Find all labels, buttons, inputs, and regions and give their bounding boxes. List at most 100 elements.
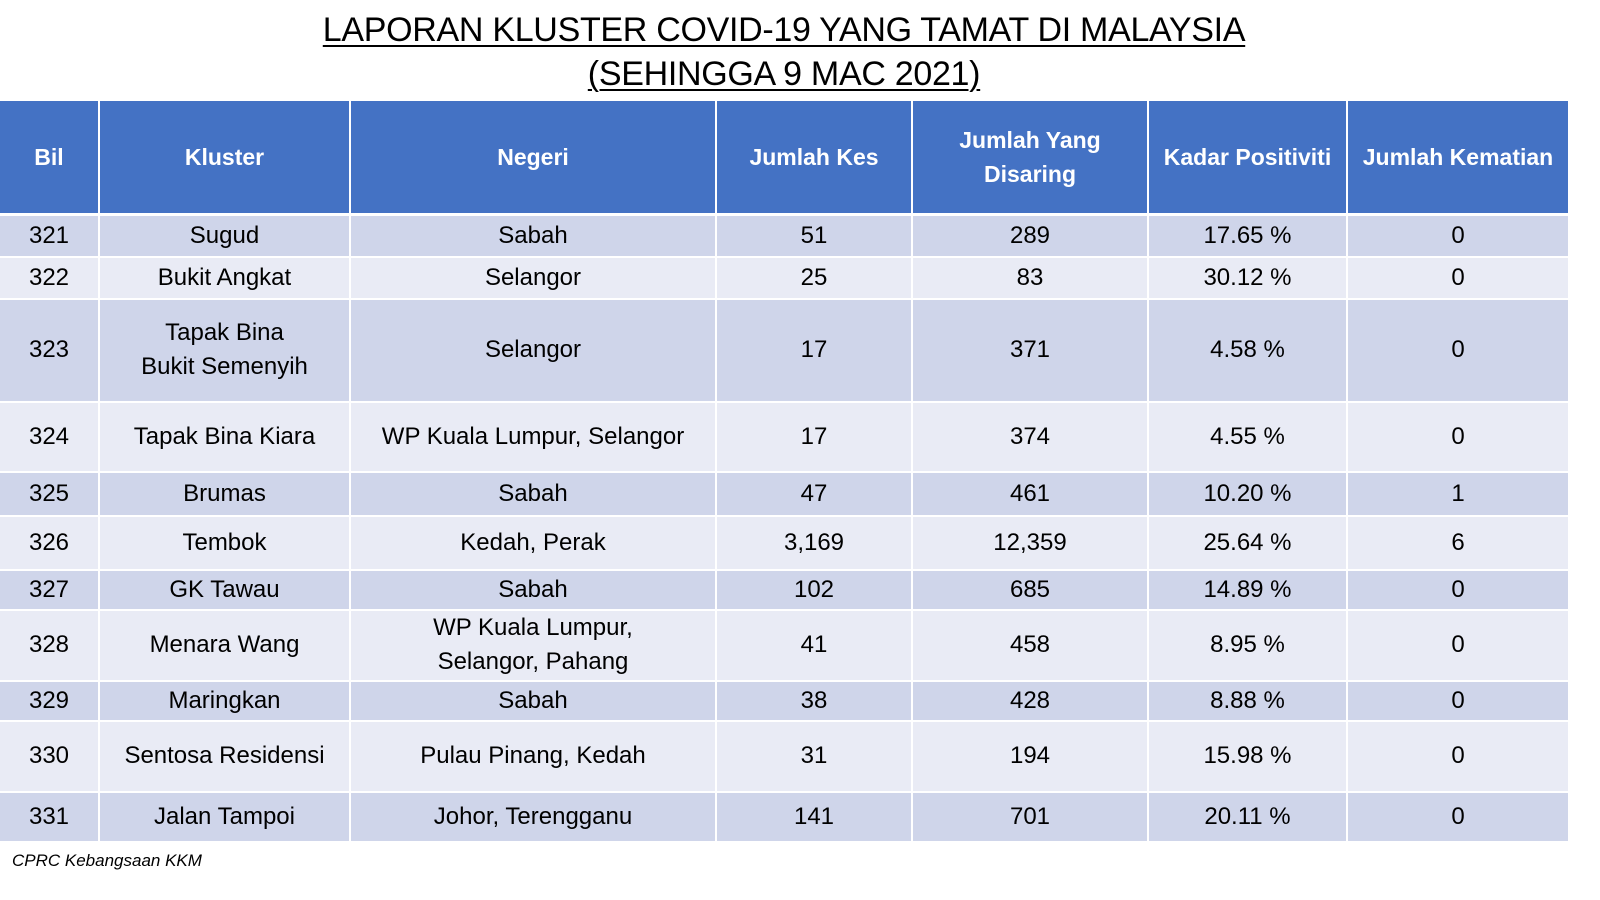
cell-kadar-positiviti: 4.58 % [1148,298,1348,403]
cell-kadar-positiviti: 14.89 % [1148,569,1348,611]
table-row: 330 Sentosa Residensi Pulau Pinang, Kedah 3… [0,720,1568,793]
cell-jumlah-kes: 3,169 [716,515,913,571]
cell-negeri: Sabah [350,569,717,611]
cell-kadar-positiviti: 20.11 % [1148,791,1348,843]
cell-negeri-line1: Selangor [484,263,582,291]
header-bil: Bil [0,101,100,216]
cell-jumlah-disaring: 371 [912,298,1149,403]
cell-negeri: Sabah [350,471,717,517]
cell-kluster: Tapak Bina Bukit Semenyih [99,298,351,403]
cell-negeri-line1: Sabah [498,575,568,603]
cell-bil: 321 [0,214,100,258]
cell-bil: 324 [0,401,100,473]
cell-negeri: Sabah [350,214,717,258]
cell-kluster: Sugud [99,214,351,258]
cell-kadar-positiviti: 17.65 % [1148,214,1348,258]
table-row: 322 Bukit Angkat Selangor 25 83 30.12 % 0 [0,256,1568,300]
cell-jumlah-kes: 141 [716,791,913,843]
cell-jumlah-kematian: 0 [1347,256,1568,300]
cell-jumlah-disaring: 194 [912,720,1149,793]
cell-negeri-line1: WP Kuala Lumpur, [433,614,633,641]
cell-kluster: Tapak Bina Kiara [99,401,351,473]
cell-kluster-line1: Sugud [189,221,260,249]
table-row: 328 Menara Wang WP Kuala Lumpur, Selangor, … [0,609,1568,682]
cell-negeri: Pulau Pinang, Kedah [350,720,717,793]
cell-jumlah-kematian: 0 [1347,401,1568,473]
cell-jumlah-kes: 51 [716,214,913,258]
report-title: LAPORAN KLUSTER COVID-19 YANG TAMAT DI M… [0,8,1568,96]
table-row: 323 Tapak Bina Bukit Semenyih Selangor 17 371… [0,298,1568,403]
table-row: 325 Brumas Sabah 47 461 10.20 % 1 [0,471,1568,517]
cell-jumlah-kes: 38 [716,680,913,722]
cell-jumlah-kematian: 0 [1347,680,1568,722]
cell-jumlah-kes: 47 [716,471,913,517]
cell-jumlah-kes: 31 [716,720,913,793]
header-jumlah-disaring-line1: Jumlah Yang [959,127,1101,153]
cell-jumlah-disaring: 289 [912,214,1149,258]
cell-negeri-line1: Johor, Terengganu [433,802,633,830]
cell-jumlah-kematian: 0 [1347,609,1568,682]
cell-negeri: WP Kuala Lumpur, Selangor, Pahang [350,609,717,682]
cell-bil: 330 [0,720,100,793]
cluster-table: Bil Kluster Negeri Jumlah Kes Jumlah Yan… [0,101,1568,843]
cell-negeri: Sabah [350,680,717,722]
header-negeri: Negeri [350,101,717,216]
table-row: 324 Tapak Bina Kiara WP Kuala Lumpur, Sela… [0,401,1568,473]
cell-negeri-line1: Selangor [484,336,582,363]
table-row: 331 Jalan Tampoi Johor, Terengganu 141 701 20… [0,791,1568,843]
cell-jumlah-kematian: 0 [1347,214,1568,258]
header-jumlah-disaring: Jumlah Yang Disaring [912,101,1149,216]
title-line-2: (SEHINGGA 9 MAC 2021) [587,55,981,93]
table-body: 321 Sugud Sabah 51 289 17.65 % 0 322 Bukit Angka… [0,214,1568,843]
cell-jumlah-kematian: 1 [1347,471,1568,517]
cell-kluster-line1: Menara Wang [149,631,300,658]
cell-kadar-positiviti: 30.12 % [1148,256,1348,300]
header-kadar-positiviti: Kadar Positiviti [1148,101,1348,216]
cell-jumlah-disaring: 12,359 [912,515,1149,571]
cell-jumlah-disaring: 428 [912,680,1149,722]
cell-kluster: GK Tawau [99,569,351,611]
cell-bil: 323 [0,298,100,403]
cell-bil: 328 [0,609,100,682]
cell-negeri: Kedah, Perak [350,515,717,571]
source-footer: CPRC Kebangsaan KKM [12,851,202,870]
cell-jumlah-kes: 17 [716,298,913,403]
cell-kadar-positiviti: 10.20 % [1148,471,1348,517]
cell-jumlah-disaring: 461 [912,471,1149,517]
cell-kluster-line2: Bukit Semenyih [141,353,308,380]
cell-bil: 326 [0,515,100,571]
header-kluster: Kluster [99,101,351,216]
cell-negeri-line1: WP Kuala Lumpur, Selangor [381,422,685,450]
table-row: 326 Tembok Kedah, Perak 3,169 12,359 25.64 % 6 [0,515,1568,571]
cell-negeri: Selangor [350,256,717,300]
cell-bil: 325 [0,471,100,517]
cell-jumlah-kematian: 0 [1347,298,1568,403]
cell-bil: 322 [0,256,100,300]
cell-jumlah-kes: 25 [716,256,913,300]
cell-negeri-line1: Sabah [498,479,568,507]
cell-kluster: Tembok [99,515,351,571]
cell-negeri-line1: Kedah, Perak [460,528,606,556]
cell-kadar-positiviti: 25.64 % [1148,515,1348,571]
cell-kluster-line1: Sentosa Residensi [124,742,325,769]
cell-kadar-positiviti: 8.88 % [1148,680,1348,722]
cell-jumlah-kematian: 0 [1347,569,1568,611]
header-row: Bil Kluster Negeri Jumlah Kes Jumlah Yan… [0,101,1568,216]
cell-kluster-line1: Jalan Tampoi [154,802,295,830]
cell-kluster: Menara Wang [99,609,351,682]
cell-negeri: Selangor [350,298,717,403]
cell-bil: 327 [0,569,100,611]
cell-jumlah-disaring: 701 [912,791,1149,843]
cell-negeri: WP Kuala Lumpur, Selangor [350,401,717,473]
cell-jumlah-kes: 17 [716,401,913,473]
cell-kluster-line1: Brumas [183,479,266,507]
cell-kluster: Sentosa Residensi [99,720,351,793]
cell-kluster: Maringkan [99,680,351,722]
cell-kluster: Brumas [99,471,351,517]
header-jumlah-disaring-line2: Disaring [983,161,1077,187]
cell-negeri-line2: Selangor, Pahang [437,648,629,675]
title-line-1: LAPORAN KLUSTER COVID-19 YANG TAMAT DI M… [322,11,1246,49]
cell-bil: 331 [0,791,100,843]
cell-negeri-line1: Sabah [498,221,568,249]
cell-kluster-line1: Maringkan [168,686,281,714]
